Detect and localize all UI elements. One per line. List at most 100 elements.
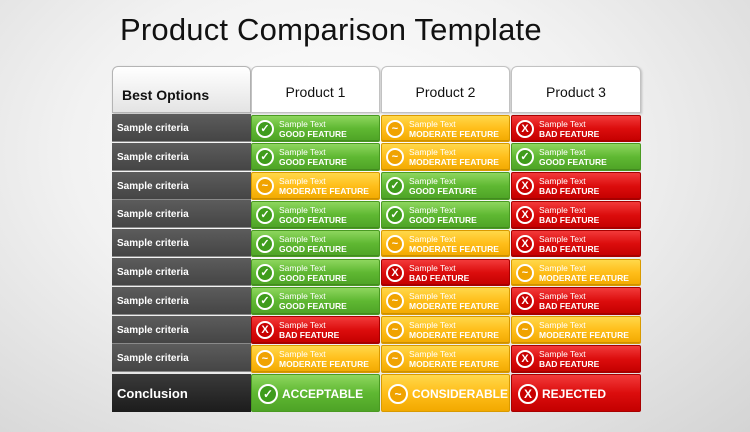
cell-feature-label: GOOD FEATURE	[279, 214, 347, 225]
tilde-icon: ~	[386, 321, 404, 340]
cell-feature-label: GOOD FEATURE	[409, 214, 477, 225]
tilde-icon: ~	[386, 148, 404, 167]
conclusion-cell: X REJECTED	[511, 374, 641, 413]
tilde-icon: ~	[386, 234, 404, 253]
check-icon: ✓	[386, 205, 404, 224]
cell-sample-text: Sample Text	[539, 233, 586, 244]
rating-cell: ✓ Sample Text GOOD FEATURE	[381, 172, 510, 200]
conclusion-label: Conclusion	[112, 374, 251, 413]
cell-feature-label: GOOD FEATURE	[279, 272, 347, 283]
x-icon: X	[516, 119, 534, 138]
cell-sample-text: Sample Text	[279, 118, 326, 129]
rating-cell: ✓ Sample Text GOOD FEATURE	[251, 287, 380, 316]
rating-cell: ✓ Sample Text GOOD FEATURE	[251, 200, 380, 229]
check-icon: ✓	[516, 148, 534, 167]
cell-sample-text: Sample Text	[539, 348, 586, 359]
rating-cell: ~ Sample Text MODERATE FEATURE	[251, 172, 380, 200]
cell-feature-label: MODERATE FEATURE	[409, 358, 499, 369]
x-icon: X	[518, 384, 538, 405]
cell-sample-text: Sample Text	[279, 176, 326, 187]
rating-cell: ~ Sample Text MODERATE FEATURE	[381, 287, 510, 316]
x-icon: X	[516, 292, 534, 311]
rating-cell: ~ Sample Text MODERATE FEATURE	[511, 258, 641, 287]
check-icon: ✓	[256, 148, 274, 167]
cell-sample-text: Sample Text	[279, 147, 326, 158]
conclusion-text: REJECTED	[542, 387, 607, 402]
x-icon: X	[516, 205, 534, 224]
rating-cell: X Sample Text BAD FEATURE	[251, 316, 380, 344]
cell-sample-text: Sample Text	[279, 262, 326, 273]
cell-feature-label: BAD FEATURE	[539, 214, 600, 225]
cell-sample-text: Sample Text	[409, 348, 456, 359]
rating-cell: ~ Sample Text MODERATE FEATURE	[381, 316, 510, 344]
rating-cell: ✓ Sample Text GOOD FEATURE	[381, 200, 510, 229]
cell-feature-label: MODERATE FEATURE	[409, 128, 499, 139]
cell-sample-text: Sample Text	[539, 204, 586, 215]
x-icon: X	[386, 263, 404, 282]
rating-cell: ~ Sample Text MODERATE FEATURE	[381, 344, 510, 373]
cell-feature-label: MODERATE FEATURE	[539, 272, 629, 283]
criteria-label: Sample criteria	[112, 114, 251, 142]
tilde-icon: ~	[388, 384, 408, 405]
cell-sample-text: Sample Text	[539, 176, 586, 187]
product-1-header: Product 1	[251, 66, 380, 113]
tilde-icon: ~	[386, 292, 404, 311]
conclusion-text: ACCEPTABLE	[282, 387, 364, 402]
rating-cell: X Sample Text BAD FEATURE	[511, 114, 641, 143]
rating-cell: X Sample Text BAD FEATURE	[511, 287, 641, 316]
cell-feature-label: MODERATE FEATURE	[279, 186, 369, 197]
rating-cell: ~ Sample Text MODERATE FEATURE	[381, 229, 510, 258]
cell-sample-text: Sample Text	[409, 320, 456, 331]
product-2-header: Product 2	[381, 66, 510, 113]
cell-feature-label: MODERATE FEATURE	[409, 157, 499, 168]
cell-sample-text: Sample Text	[409, 147, 456, 158]
cell-sample-text: Sample Text	[539, 262, 586, 273]
criteria-label: Sample criteria	[112, 258, 251, 286]
criteria-label: Sample criteria	[112, 315, 251, 344]
check-icon: ✓	[386, 177, 404, 196]
cell-feature-label: BAD FEATURE	[279, 330, 340, 341]
rating-cell: ~ Sample Text MODERATE FEATURE	[251, 344, 380, 373]
rating-cell: X Sample Text BAD FEATURE	[511, 344, 641, 373]
cell-sample-text: Sample Text	[279, 204, 326, 215]
product-3-header: Product 3	[511, 66, 641, 113]
tilde-icon: ~	[516, 263, 534, 282]
rating-cell: ✓ Sample Text GOOD FEATURE	[511, 143, 641, 172]
rating-cell: X Sample Text BAD FEATURE	[511, 172, 641, 200]
cell-feature-label: MODERATE FEATURE	[279, 358, 369, 369]
best-options-header: Best Options	[112, 66, 251, 113]
cell-feature-label: BAD FEATURE	[539, 128, 600, 139]
criteria-label: Sample criteria	[112, 344, 251, 373]
cell-feature-label: GOOD FEATURE	[279, 128, 347, 139]
comparison-table: Best Options Product 1 Product 2 Product 3…	[112, 66, 642, 414]
tilde-icon: ~	[516, 321, 534, 340]
cell-sample-text: Sample Text	[539, 291, 586, 302]
criteria-label: Sample criteria	[112, 200, 251, 229]
conclusion-text: CONSIDERABLE	[412, 387, 509, 402]
cell-feature-label: MODERATE FEATURE	[409, 330, 499, 341]
tilde-icon: ~	[256, 177, 274, 196]
tilde-icon: ~	[256, 349, 274, 368]
cell-sample-text: Sample Text	[279, 348, 326, 359]
check-icon: ✓	[256, 234, 274, 253]
cell-feature-label: BAD FEATURE	[409, 272, 470, 283]
check-icon: ✓	[256, 205, 274, 224]
cell-feature-label: GOOD FEATURE	[409, 186, 477, 197]
cell-sample-text: Sample Text	[539, 320, 586, 331]
rating-cell: X Sample Text BAD FEATURE	[511, 229, 641, 258]
rating-cell: ~ Sample Text MODERATE FEATURE	[381, 143, 510, 172]
cell-feature-label: GOOD FEATURE	[279, 243, 347, 254]
cell-sample-text: Sample Text	[279, 320, 326, 331]
cell-sample-text: Sample Text	[409, 291, 456, 302]
check-icon: ✓	[256, 119, 274, 138]
rating-cell: X Sample Text BAD FEATURE	[511, 200, 641, 229]
cell-feature-label: MODERATE FEATURE	[539, 330, 629, 341]
tilde-icon: ~	[386, 349, 404, 368]
x-icon: X	[256, 321, 274, 340]
cell-feature-label: MODERATE FEATURE	[409, 301, 499, 312]
tilde-icon: ~	[386, 119, 404, 138]
cell-sample-text: Sample Text	[539, 118, 586, 129]
cell-feature-label: BAD FEATURE	[539, 186, 600, 197]
page-title: Product Comparison Template	[120, 12, 542, 47]
cell-feature-label: MODERATE FEATURE	[409, 243, 499, 254]
